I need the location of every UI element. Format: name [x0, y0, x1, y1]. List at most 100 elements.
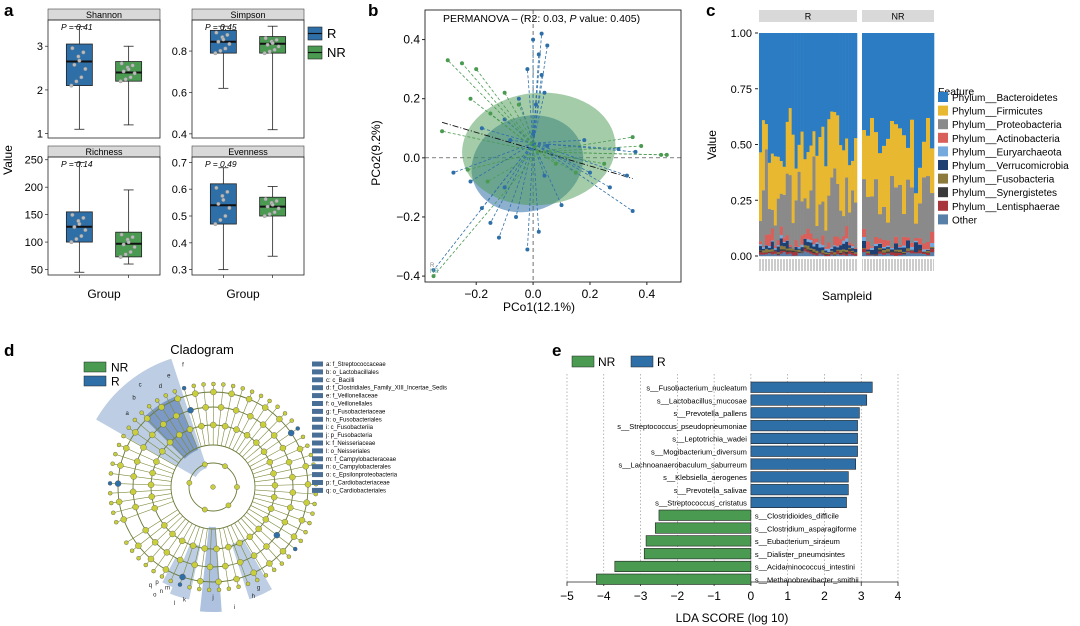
c-segment-phylum-firmicutes: [797, 144, 801, 172]
c-segment-phylum-actinobacteria: [806, 228, 810, 240]
d-branch: [208, 528, 212, 590]
d-node: [114, 520, 119, 525]
d-node-letter: b: [132, 395, 136, 401]
c-segment-other: [886, 253, 891, 257]
a-ytick-label: 3: [37, 41, 43, 53]
c-segment-phylum-proteobacteria: [836, 183, 840, 237]
b-spider-line: [490, 113, 540, 153]
c-segment-phylum-verrucomicrobia: [803, 238, 807, 246]
c-segment-phylum-bacteroidetes: [890, 33, 895, 121]
c-segment-phylum-bacteroidetes: [788, 33, 792, 109]
c-segment-phylum-euryarchaeota: [767, 245, 772, 248]
d-node: [249, 389, 255, 394]
a-jitter-point: [276, 206, 281, 211]
e-bar-r: [750, 420, 858, 432]
c-sample-bar: [759, 33, 763, 257]
c-sample-bar: [898, 33, 903, 257]
c-sample-bar: [800, 33, 804, 257]
e-bar-row: s__Lachnoanaerobaculum_saburreum: [618, 458, 857, 470]
d-node: [135, 542, 142, 549]
d-branch: [249, 436, 304, 467]
b-spider-line: [532, 92, 545, 144]
b-point-r: [531, 132, 536, 137]
d-branch: [216, 384, 224, 446]
c-segment-phylum-firmicutes: [806, 151, 810, 209]
a-jitter-point: [121, 69, 126, 74]
c-segment-other: [791, 255, 795, 257]
c-segment-phylum-fusobacteria: [851, 250, 855, 252]
d-node: [179, 537, 186, 545]
c-segment-phylum-lentisphaerae: [894, 252, 899, 256]
a-jitter-point: [274, 198, 279, 203]
b-ytick-label: −0.2: [396, 210, 420, 224]
d-node-letter: i: [234, 605, 235, 611]
d-node: [233, 426, 240, 433]
e-xtick-label: 4: [895, 589, 902, 603]
c-sample-bar: [770, 33, 775, 257]
b-point-r: [525, 247, 530, 252]
c-legend-swatch: [938, 173, 948, 184]
a-jitter-point: [223, 213, 228, 218]
c-segment-other: [910, 253, 915, 257]
c-segment-phylum-lentisphaerae: [788, 251, 792, 254]
c-segment-phylum-verrucomicrobia: [767, 247, 772, 250]
c-segment-phylum-actinobacteria: [791, 247, 795, 249]
d-node: [148, 493, 155, 500]
panel-label-b: b: [368, 1, 378, 20]
c-legend-label: Phylum__Synergistetes: [952, 188, 1057, 199]
c-segment-phylum-synergistetes: [890, 251, 895, 253]
b-ytick-label: 0.0: [403, 151, 420, 165]
c-sample-bar: [882, 33, 887, 257]
a-jitter-point: [130, 63, 135, 68]
c-segment-phylum-bacteroidetes: [809, 33, 813, 146]
c-segment-phylum-fusobacteria: [821, 249, 825, 254]
d-key-label: k: f_Neisseriaceae: [326, 441, 376, 447]
c-segment-other: [866, 254, 871, 257]
b-point-r: [542, 173, 547, 178]
e-bar-nr: [643, 548, 752, 560]
e-xtick-label: 2: [821, 589, 828, 603]
a-jitter-point: [218, 48, 223, 53]
b-spider-line: [518, 104, 540, 153]
d-node: [176, 556, 184, 564]
b-spider-line: [538, 136, 633, 153]
b-spider-line: [504, 119, 534, 144]
c-segment-phylum-euryarchaeota: [890, 247, 895, 250]
e-bar-label: s__Klebsiella_aerogenes: [663, 473, 747, 482]
c-segment-phylum-synergistetes: [922, 251, 927, 253]
c-segment-phylum-bacteroidetes: [773, 33, 778, 157]
d-node: [109, 500, 114, 506]
d-node: [149, 431, 156, 439]
b-spider-line: [538, 151, 557, 165]
c-segment-phylum-proteobacteria: [870, 196, 875, 247]
a-facet-title: Simpson: [230, 10, 265, 20]
c-segment-phylum-bacteroidetes: [842, 33, 846, 151]
c-segment-phylum-verrucomicrobia: [870, 249, 875, 255]
c-segment-phylum-fusobacteria: [833, 252, 837, 255]
c-segment-phylum-synergistetes: [882, 252, 887, 253]
a-ytick-label: 0.6: [172, 184, 187, 196]
c-segment-phylum-lentisphaerae: [851, 252, 855, 256]
d-node: [222, 562, 229, 570]
a-facet-shannon: Shannon 1 2 3 P = 0.41: [37, 8, 161, 141]
d-node-inner: [186, 480, 193, 486]
d-node: [279, 561, 285, 566]
d-key-swatch: [312, 401, 323, 406]
c-sample-bar: [878, 33, 883, 257]
c-legend-label: Other: [952, 215, 978, 226]
c-legend-label: Phylum__Firmicutes: [952, 107, 1043, 118]
d-node: [197, 586, 202, 592]
c-segment-phylum-euryarchaeota: [800, 244, 804, 248]
d-node: [266, 458, 274, 466]
d-node: [276, 415, 283, 423]
c-segment-phylum-proteobacteria: [914, 223, 919, 239]
b-point-nr: [659, 152, 664, 157]
d-node: [116, 442, 122, 448]
a-jitter-point: [220, 193, 225, 198]
d-node-letter: k: [183, 597, 187, 603]
c-segment-phylum-proteobacteria: [770, 209, 775, 229]
d-node: [312, 501, 317, 507]
c-segment-phylum-fusobacteria: [848, 247, 852, 250]
c-segment-phylum-actinobacteria: [854, 247, 858, 249]
c-segment-phylum-verrucomicrobia: [910, 249, 915, 251]
